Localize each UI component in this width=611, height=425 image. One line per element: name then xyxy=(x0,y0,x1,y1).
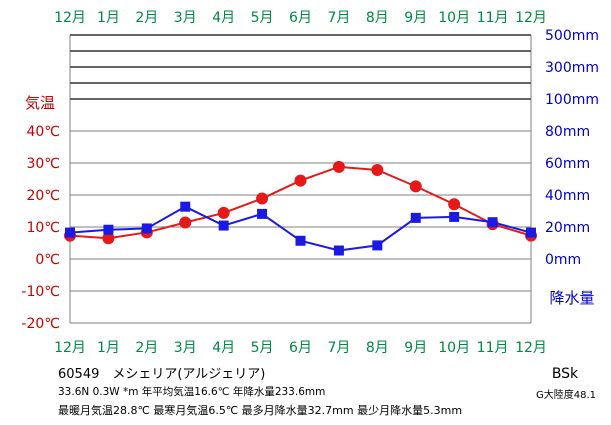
precipitation-tick-label: 0mm xyxy=(545,252,581,268)
series-layer xyxy=(64,160,537,256)
precipitation-point xyxy=(449,211,460,222)
temperature-point xyxy=(409,180,422,193)
climate-classification: BSk xyxy=(552,366,579,382)
month-label: 12月 xyxy=(54,10,86,26)
precipitation-tick-label: 40mm xyxy=(545,188,590,204)
temperature-tick-label: -10℃ xyxy=(21,284,60,300)
temperature-tick-label: 10℃ xyxy=(26,220,60,236)
precipitation-point xyxy=(218,220,229,231)
month-label: 1月 xyxy=(97,10,120,26)
temperature-axis: 40℃ 30℃ 20℃ 10℃ 0℃ -10℃ -20℃ xyxy=(21,124,60,332)
month-label: 10月 xyxy=(438,340,470,356)
month-labels-bottom: 12月 1月 2月 3月 4月 5月 6月 7月 8月 9月 10月 11月 12月 xyxy=(54,340,547,356)
temperature-point xyxy=(179,216,192,229)
month-label: 4月 xyxy=(212,340,235,356)
temperature-axis-title: 気温 xyxy=(25,94,55,112)
month-label: 5月 xyxy=(251,340,274,356)
month-label: 7月 xyxy=(327,340,350,356)
month-label: 2月 xyxy=(135,10,158,26)
month-label: 6月 xyxy=(289,10,312,26)
month-label: 4月 xyxy=(212,10,235,26)
temperature-point xyxy=(294,174,307,187)
precipitation-point xyxy=(410,212,421,223)
temperature-point xyxy=(217,206,230,219)
temperature-tick-label: 20℃ xyxy=(26,188,60,204)
precipitation-point xyxy=(526,227,536,238)
station-extremes: 最暖月気温28.8℃ 最寒月気温6.5℃ 最多月降水量32.7mm 最少月降水量… xyxy=(58,403,462,417)
month-label: 10月 xyxy=(438,10,470,26)
precipitation-point xyxy=(295,235,306,246)
month-label: 2月 xyxy=(135,340,158,356)
month-label: 12月 xyxy=(515,340,547,356)
month-label: 3月 xyxy=(174,10,197,26)
month-label: 9月 xyxy=(404,10,427,26)
precipitation-point xyxy=(257,208,268,219)
precipitation-axis: 80mm 60mm 40mm 20mm 0mm 500mm 300mm 100mm xyxy=(545,28,599,268)
precipitation-tick-label: 60mm xyxy=(545,156,590,172)
temperature-point xyxy=(332,160,345,173)
precipitation-tick-label: 20mm xyxy=(545,220,590,236)
precipitation-tick-label: 100mm xyxy=(545,92,599,108)
month-label: 8月 xyxy=(366,10,389,26)
month-label: 12月 xyxy=(515,10,547,26)
month-label: 11月 xyxy=(477,340,509,356)
temperature-tick-label: 30℃ xyxy=(26,156,60,172)
month-label: 6月 xyxy=(289,340,312,356)
precipitation-tick-label: 500mm xyxy=(545,28,599,44)
month-label: 1月 xyxy=(97,340,120,356)
precipitation-point xyxy=(372,240,383,251)
precipitation-point xyxy=(333,245,344,256)
station-title: 60549 メシェリア(アルジェリア) xyxy=(58,367,265,382)
month-label: 12月 xyxy=(54,340,86,356)
precipitation-point xyxy=(65,227,75,238)
temperature-tick-label: -20℃ xyxy=(21,316,60,332)
temperature-point xyxy=(102,232,115,245)
continentality-index: G大陸度48.1 xyxy=(536,388,596,401)
month-label: 9月 xyxy=(404,340,427,356)
station-summary: 33.6N 0.3W *m 年平均気温16.6℃ 年降水量233.6mm xyxy=(58,385,325,398)
temperature-tick-label: 40℃ xyxy=(26,124,60,140)
precipitation-point xyxy=(141,223,152,234)
precipitation-tick-label: 80mm xyxy=(545,124,590,140)
precipitation-point xyxy=(103,224,114,235)
precipitation-tick-label: 300mm xyxy=(545,60,599,76)
temperature-tick-label: 0℃ xyxy=(35,252,60,268)
temperature-point xyxy=(256,192,269,205)
temperature-point xyxy=(371,164,384,177)
precipitation-axis-title: 降水量 xyxy=(549,289,594,307)
month-label: 8月 xyxy=(366,340,389,356)
month-label: 7月 xyxy=(327,10,350,26)
precipitation-point xyxy=(487,217,498,228)
temperature-point xyxy=(448,198,461,211)
month-label: 5月 xyxy=(251,10,274,26)
month-label: 3月 xyxy=(174,340,197,356)
month-label: 11月 xyxy=(477,10,509,26)
month-labels-top: 12月 1月 2月 3月 4月 5月 6月 7月 8月 9月 10月 11月 12月 xyxy=(54,10,547,26)
precipitation-point xyxy=(180,201,191,212)
